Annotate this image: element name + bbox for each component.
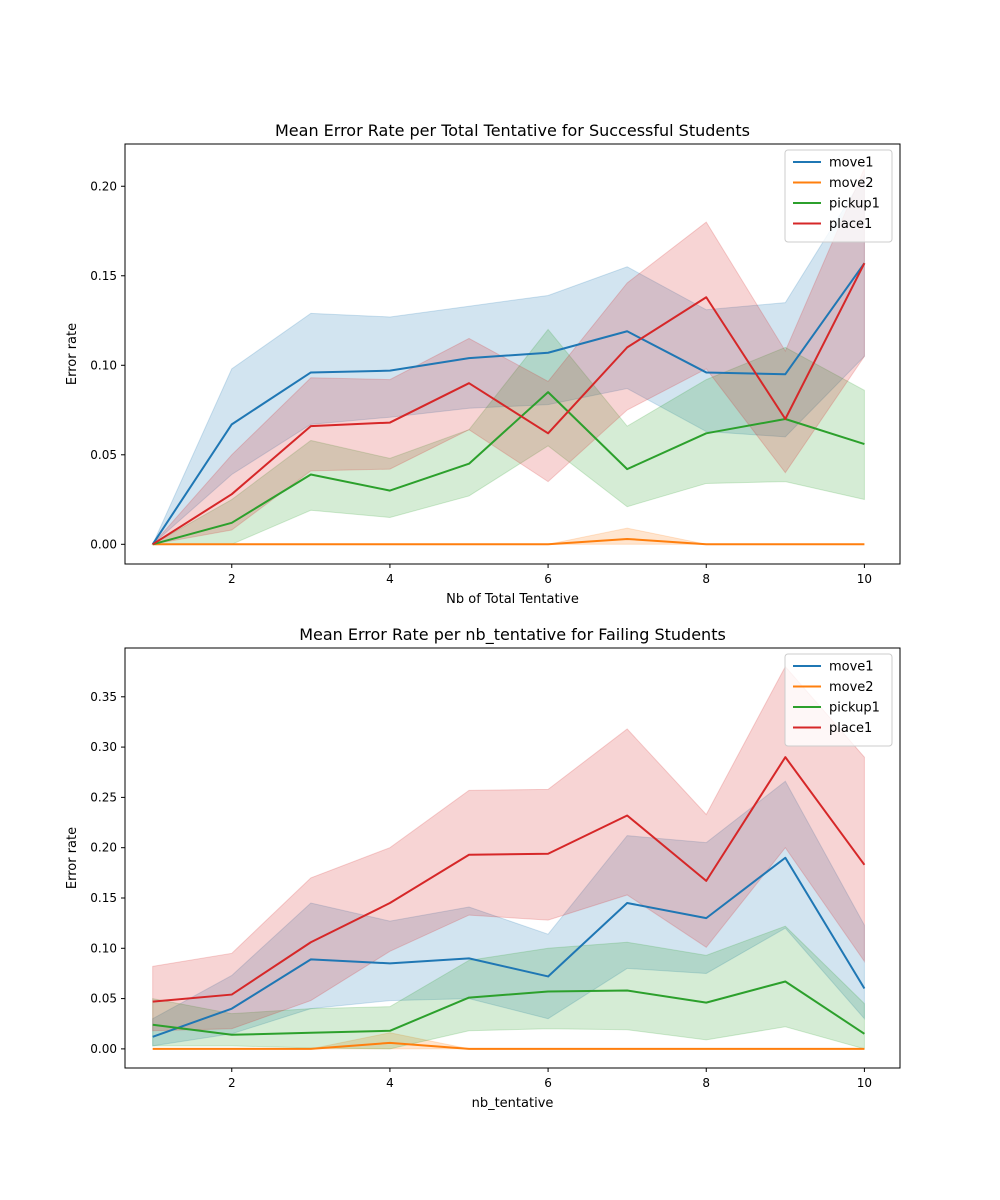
legend-label-pickup1: pickup1: [829, 701, 880, 716]
x-tick-label: 8: [702, 572, 710, 586]
y-tick-label: 0.20: [90, 841, 117, 855]
x-tick-label: 2: [228, 1076, 236, 1090]
line-move1: [152, 856, 866, 1038]
plot-frame: [124, 143, 901, 565]
legend-label-move2: move2: [829, 176, 874, 191]
legend: move1 move2 pickup1 place1: [784, 653, 893, 747]
legend-box: [784, 653, 893, 747]
y-tick-label: 0.25: [90, 790, 117, 804]
legend-label-move1: move1: [829, 660, 874, 675]
band-place1: [152, 665, 865, 1032]
chart-title: Mean Error Rate per Total Tentative for …: [275, 121, 750, 140]
x-tick-label: 4: [386, 1076, 394, 1090]
x-tick-label: 10: [857, 1076, 872, 1090]
line-place1: [152, 262, 866, 546]
y-tick-label: 0.35: [90, 690, 117, 704]
line-place1: [152, 756, 866, 1003]
x-tick-label: 4: [386, 572, 394, 586]
legend-label-move1: move1: [829, 156, 874, 171]
legend-label-move2: move2: [829, 680, 874, 695]
y-tick-label: 0.15: [90, 269, 117, 283]
y-tick-label: 0.00: [90, 1042, 117, 1056]
legend-box: [784, 149, 893, 243]
band-place1: [151, 168, 865, 546]
x-tick-label: 6: [544, 1076, 552, 1090]
chart-successful-students: 2 4 6 8 10 0.00 0.05 0.10 0.15 0.20 Mean Error Rat…: [65, 121, 901, 607]
y-tick-label: 0.10: [90, 358, 117, 372]
chart-title: Mean Error Rate per nb_tentative for Fai…: [299, 625, 726, 645]
y-tick-label: 0.30: [90, 740, 117, 754]
line-move1: [151, 262, 866, 545]
y-tick-label: 0.10: [90, 941, 117, 955]
band-move1: [152, 780, 865, 1047]
band-pickup1: [150, 328, 865, 545]
legend-label-pickup1: pickup1: [829, 197, 880, 212]
y-tick-label: 0.05: [90, 448, 117, 462]
plot-frame: [124, 647, 901, 1069]
legend-label-place1: place1: [829, 217, 872, 232]
line-pickup1: [152, 391, 865, 546]
band-move2: [152, 1032, 865, 1050]
x-axis-label: Nb of Total Tentative: [446, 592, 579, 607]
y-tick-label: 0.00: [90, 537, 117, 551]
y-tick-label: 0.05: [90, 992, 117, 1006]
line-pickup1: [152, 980, 865, 1036]
x-tick-label: 6: [544, 572, 552, 586]
x-tick-label: 10: [857, 572, 872, 586]
x-tick-label: 8: [702, 1076, 710, 1090]
y-tick-label: 0.15: [90, 891, 117, 905]
y-tick-label: 0.20: [90, 179, 117, 193]
legend-label-place1: place1: [829, 721, 872, 736]
x-axis-label: nb_tentative: [472, 1096, 554, 1111]
x-tick-label: 2: [228, 572, 236, 586]
line-move2: [152, 537, 865, 546]
legend: move1 move2 pickup1 place1: [784, 149, 893, 243]
line-move2: [152, 1041, 865, 1050]
y-axis-label: Error rate: [65, 323, 80, 385]
y-axis-label: Error rate: [65, 827, 80, 889]
chart-failing-students: 2 4 6 8 10 0.00 0.05 0.10 0.15 0.20 0.25 0.30 0.35 Me…: [65, 625, 901, 1111]
